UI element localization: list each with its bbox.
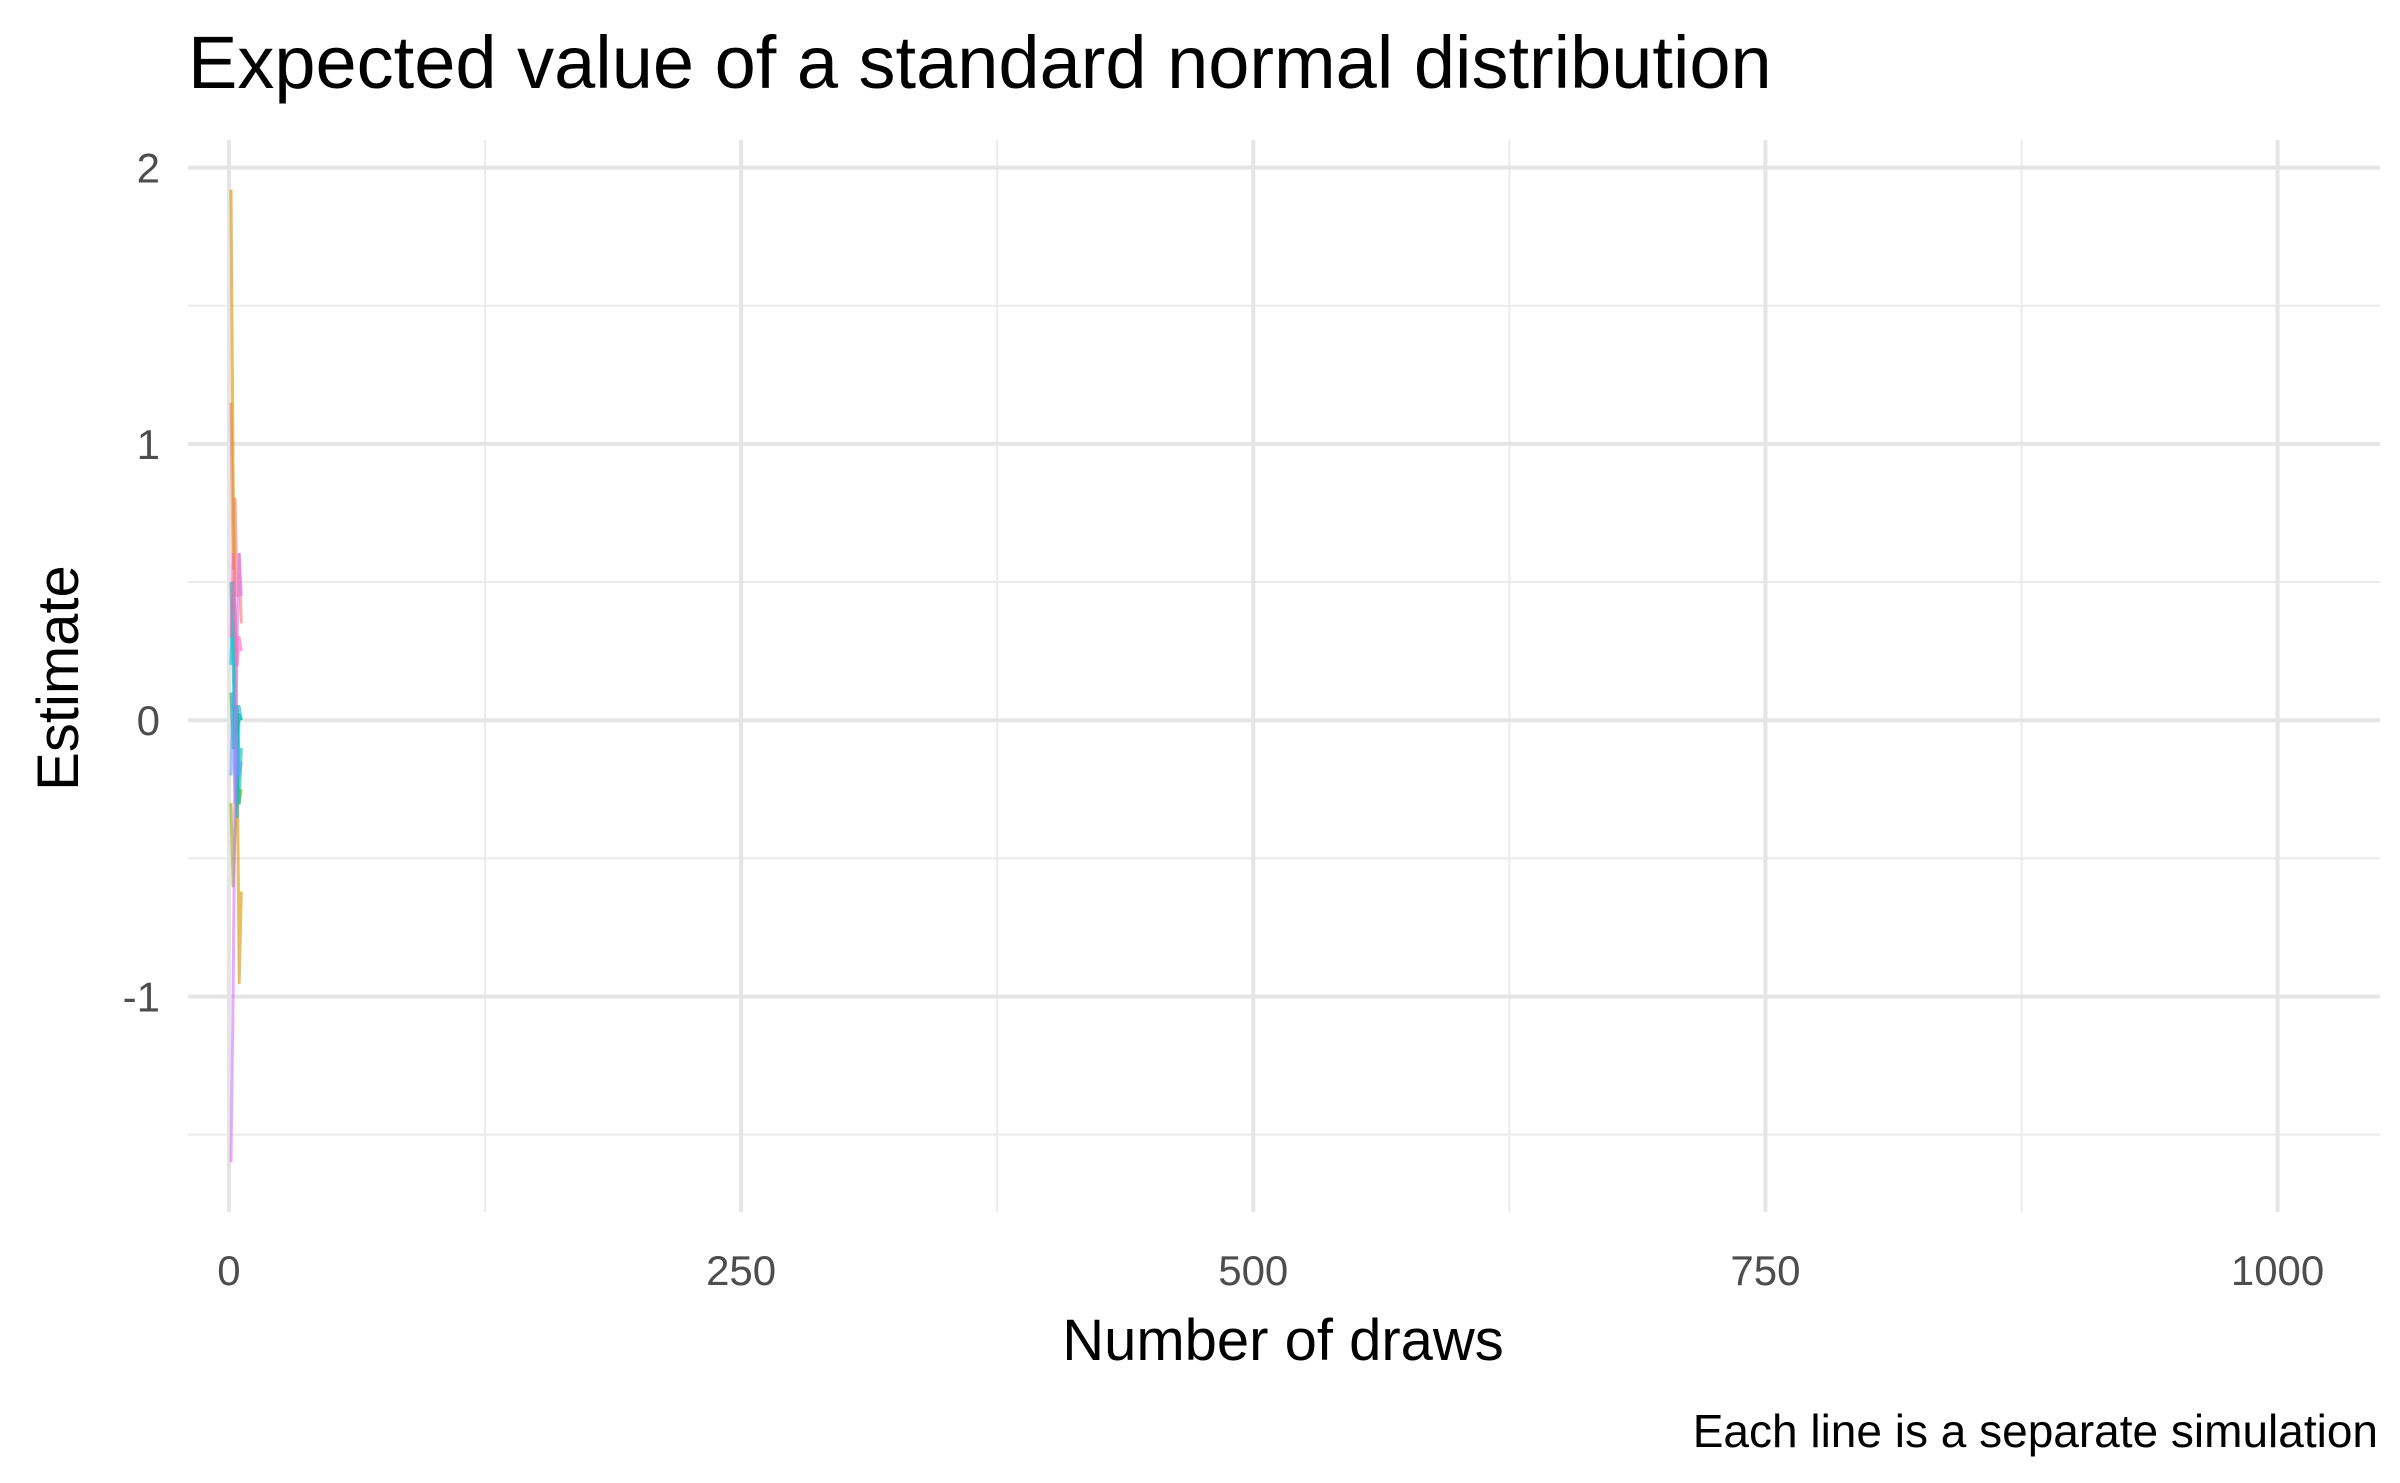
y-tick-label: 0	[137, 697, 160, 744]
y-tick-label: -1	[123, 973, 160, 1020]
x-axis-title: Number of draws	[1062, 1308, 1504, 1373]
x-tick-label: 0	[217, 1247, 240, 1294]
x-tick-label: 250	[706, 1247, 776, 1294]
y-tick-labels: 2 1 0 -1	[123, 145, 160, 1021]
x-tick-labels: 0 250 500 750 1000	[217, 1247, 2324, 1294]
y-tick-label: 2	[137, 145, 160, 192]
x-tick-label: 1000	[2231, 1247, 2324, 1294]
x-tick-label: 500	[1218, 1247, 1288, 1294]
series-lines	[229, 189, 243, 1163]
chart-title: Expected value of a standard normal dist…	[188, 21, 1772, 104]
grid	[188, 140, 2380, 1212]
series-line	[229, 552, 243, 667]
series-line	[229, 552, 243, 1163]
y-axis-title: Estimate	[26, 565, 91, 791]
x-tick-label: 750	[1730, 1247, 1800, 1294]
y-tick-label: 1	[137, 421, 160, 468]
chart-caption: Each line is a separate simulation	[1693, 1405, 2378, 1457]
